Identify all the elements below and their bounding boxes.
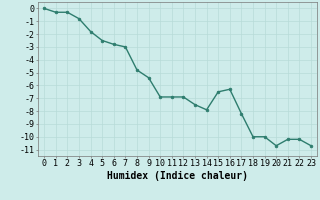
X-axis label: Humidex (Indice chaleur): Humidex (Indice chaleur) [107, 171, 248, 181]
